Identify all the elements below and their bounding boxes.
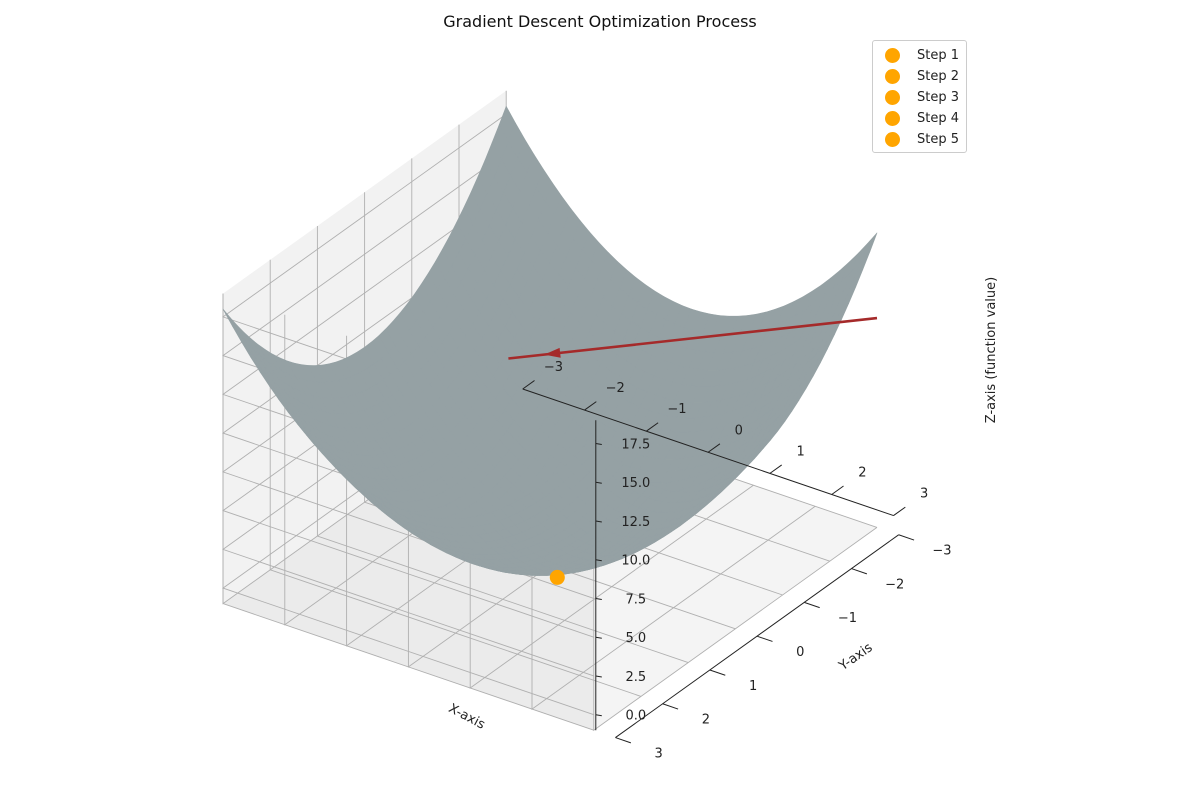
- z-tick: [595, 636, 602, 639]
- legend: Step 1 Step 2 Step 3 Step 4 Step 5: [872, 40, 967, 153]
- z-axis-label: Z-axis (function value): [984, 277, 999, 423]
- x-tick-label: −1: [667, 402, 686, 417]
- x-tick: [707, 443, 721, 453]
- x-tick-label: −2: [606, 381, 625, 396]
- legend-marker: [885, 132, 900, 147]
- y-tick-label: 0: [796, 645, 804, 660]
- y-tick: [615, 737, 632, 744]
- legend-item: Step 1: [873, 45, 959, 66]
- y-axis-label: Y-axis: [836, 640, 876, 674]
- z-tick-label: 17.5: [621, 437, 650, 452]
- z-tick-label: 10.0: [621, 554, 650, 569]
- y-tick: [662, 703, 679, 710]
- legend-item: Step 2: [873, 66, 959, 87]
- marks-layer: [508, 316, 878, 585]
- y-tick-label: 3: [655, 746, 663, 761]
- x-tick-label: 2: [858, 466, 866, 481]
- legend-label: Step 3: [917, 90, 960, 105]
- y-tick: [709, 669, 726, 676]
- y-grid-line: [316, 226, 689, 664]
- legend-marker: [885, 111, 900, 126]
- x-tick-label: 3: [920, 487, 928, 502]
- legend-label: Step 1: [917, 48, 960, 63]
- x-tick: [522, 380, 535, 390]
- z-tick: [595, 442, 602, 445]
- y-tick-label: 2: [702, 713, 710, 728]
- z-tick-label: 7.5: [625, 592, 646, 607]
- legend-marker: [885, 48, 900, 63]
- legend-label: Step 4: [917, 111, 960, 126]
- legend-marker: [885, 69, 900, 84]
- axis-lines: [522, 380, 915, 744]
- y-grid-line: [222, 293, 594, 731]
- x-tick: [831, 485, 844, 495]
- z-tick: [595, 675, 602, 678]
- legend-label: Step 2: [917, 69, 960, 84]
- surface-layer: [222, 106, 878, 576]
- x-tick: [646, 422, 659, 432]
- legend-item: Step 5: [873, 129, 959, 150]
- x-axis-label: X-axis: [446, 701, 488, 733]
- surface-patch: [584, 435, 602, 456]
- gradient-arrow-head: [544, 347, 561, 358]
- y-tick-label: −3: [932, 544, 951, 559]
- z-tick: [595, 520, 602, 523]
- z-tick-label: 5.0: [625, 631, 646, 646]
- step-marker: [549, 569, 565, 585]
- z-tick-label: 12.5: [621, 515, 650, 530]
- x-tick-label: 0: [735, 423, 743, 438]
- x-tick: [584, 401, 597, 411]
- y-tick-label: −2: [885, 577, 904, 592]
- z-tick: [595, 597, 602, 600]
- z-tick-label: 0.0: [625, 709, 646, 724]
- y-tick: [898, 534, 915, 541]
- surface-patch: [860, 232, 878, 263]
- legend-label: Step 5: [917, 132, 960, 147]
- z-tick: [595, 559, 602, 562]
- y-tick: [804, 601, 820, 609]
- y-tick-label: 1: [749, 679, 757, 694]
- z-tick: [595, 714, 602, 717]
- z-tick: [595, 481, 602, 484]
- chart-title: Gradient Descent Optimization Process: [443, 12, 757, 31]
- x-tick: [893, 506, 906, 516]
- x-tick-label: −3: [544, 360, 563, 375]
- gradient-arrow-shaft: [508, 316, 878, 360]
- x-tick: [769, 464, 783, 474]
- legend-item: Step 4: [873, 108, 959, 129]
- legend-item: Step 3: [873, 87, 959, 108]
- z-tick-label: 2.5: [625, 670, 646, 685]
- z-tick-label: 15.0: [621, 476, 650, 491]
- x-tick-label: 1: [796, 444, 804, 459]
- legend-marker: [885, 90, 900, 105]
- y-tick-label: −1: [838, 611, 857, 626]
- y-tick: [851, 568, 868, 575]
- tick-labels: −3 −2 −1 0 1 2 3 −3 −2 −1 0 1 2 3 0.0 2.5 5.0 7.5 10.0 12.5…: [544, 360, 952, 761]
- y-tick: [756, 635, 773, 642]
